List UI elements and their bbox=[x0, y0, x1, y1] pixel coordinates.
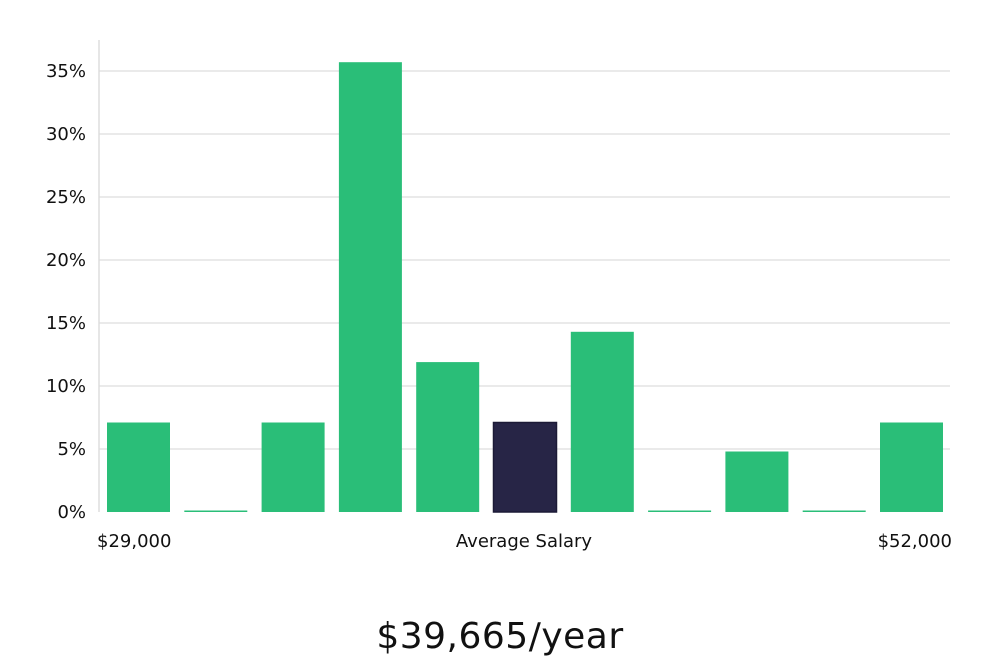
y-tick-label: 15% bbox=[46, 313, 86, 334]
x-center-label: Average Salary bbox=[456, 531, 593, 552]
salary-bar bbox=[184, 510, 248, 512]
y-tick-label: 0% bbox=[57, 502, 86, 523]
salary-bar-highlighted bbox=[492, 421, 558, 513]
salary-bar bbox=[648, 510, 712, 512]
salary-bar bbox=[261, 422, 325, 512]
salary-bar bbox=[338, 62, 402, 512]
y-tick-label: 25% bbox=[46, 187, 86, 208]
x-min-label: $29,000 bbox=[97, 531, 171, 552]
salary-bar bbox=[802, 510, 866, 512]
y-tick-labels: 0% 5% 10% 15% 20% 25% 30% 35% bbox=[46, 61, 86, 523]
salary-bar bbox=[570, 331, 634, 512]
bars bbox=[107, 62, 943, 513]
salary-bar bbox=[880, 422, 943, 512]
salary-bar bbox=[416, 362, 480, 512]
y-tick-label: 20% bbox=[46, 250, 86, 271]
salary-bar bbox=[725, 451, 789, 512]
y-tick-label: 5% bbox=[57, 439, 86, 460]
y-tick-label: 30% bbox=[46, 124, 86, 145]
salary-bar bbox=[107, 422, 170, 512]
y-tick-label: 35% bbox=[46, 61, 86, 82]
average-salary-value: $39,665/year bbox=[376, 616, 623, 657]
y-tick-label: 10% bbox=[46, 376, 86, 397]
x-max-label: $52,000 bbox=[878, 531, 952, 552]
grid-lines bbox=[99, 70, 950, 450]
